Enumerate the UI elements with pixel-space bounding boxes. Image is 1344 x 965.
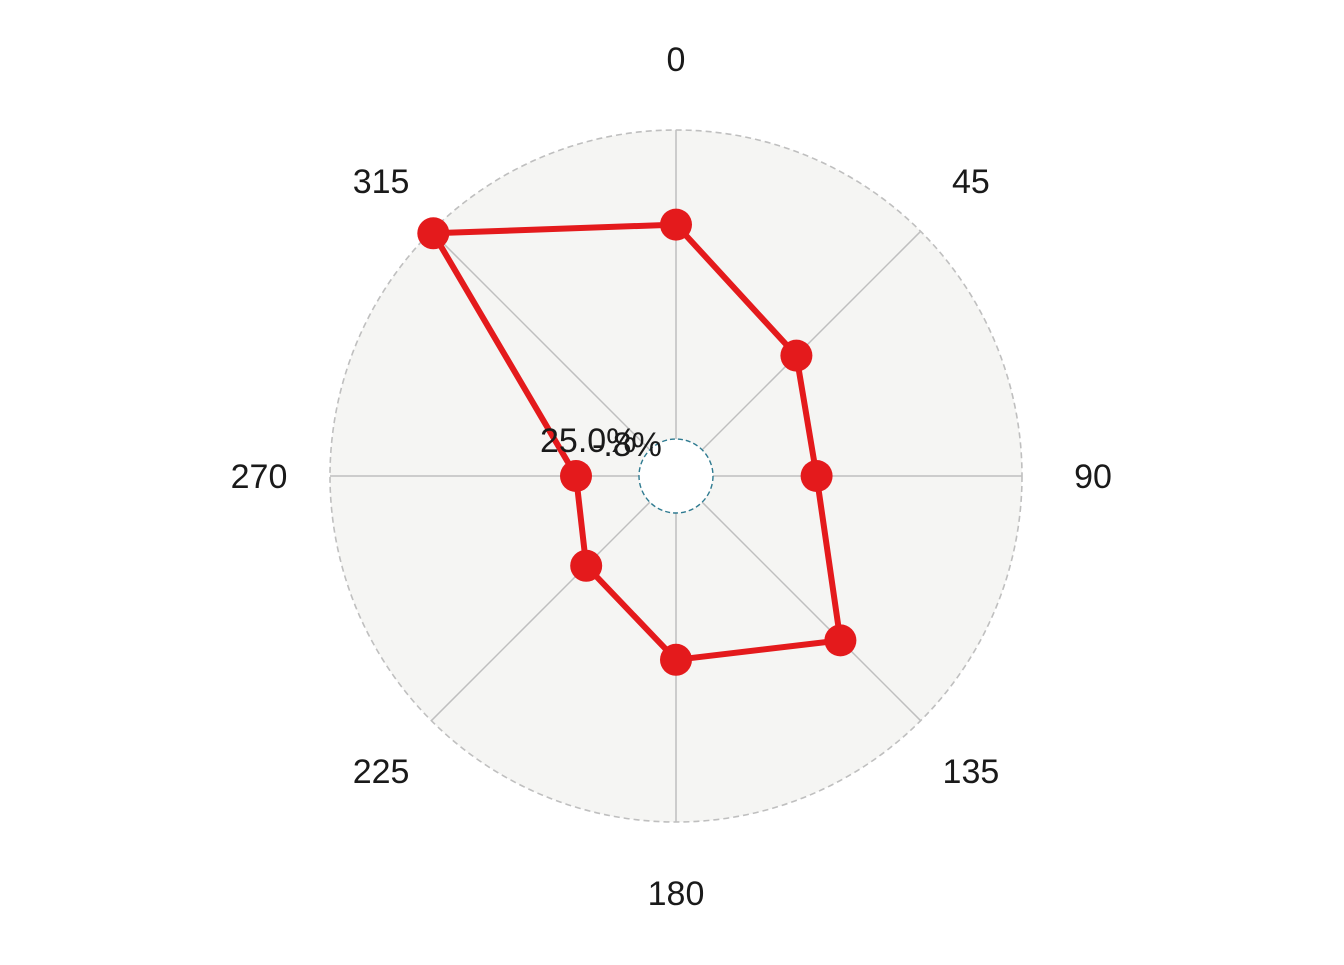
series-0-point-225 <box>570 549 603 582</box>
grid-value-label: -.8% <box>592 426 662 464</box>
label-layer: 25.0%-.8% 0 45 90 135 180 225 270 315 <box>231 41 1112 913</box>
angle-label-180: 180 <box>648 875 705 913</box>
grid-value-label: 25.0% <box>540 422 636 460</box>
series-0-point-45 <box>780 339 813 372</box>
series-0-point-180 <box>660 643 692 676</box>
angle-label-270: 270 <box>231 458 288 496</box>
angle-label-0: 0 <box>667 41 686 79</box>
angle-label-90: 90 <box>1074 458 1112 496</box>
series-0-point-315 <box>417 217 450 250</box>
inner-grid-circle <box>638 438 714 514</box>
series-0-point-90 <box>800 460 833 492</box>
angle-label-315: 315 <box>353 163 410 201</box>
spoke-315 <box>430 230 677 477</box>
series-0-point-0 <box>660 208 692 241</box>
grid-layer <box>329 129 1023 823</box>
inner-hole <box>639 439 713 513</box>
angle-label-135: 135 <box>943 753 1000 791</box>
spoke-225 <box>430 475 677 722</box>
spoke-135 <box>675 475 922 722</box>
series-layer <box>417 208 857 676</box>
angle-label-225: 225 <box>353 753 410 791</box>
angle-label-45: 45 <box>952 163 990 201</box>
series-0-point-135 <box>824 624 857 657</box>
series-0-point-270 <box>560 460 592 492</box>
outer-grid-circle <box>329 129 1023 823</box>
